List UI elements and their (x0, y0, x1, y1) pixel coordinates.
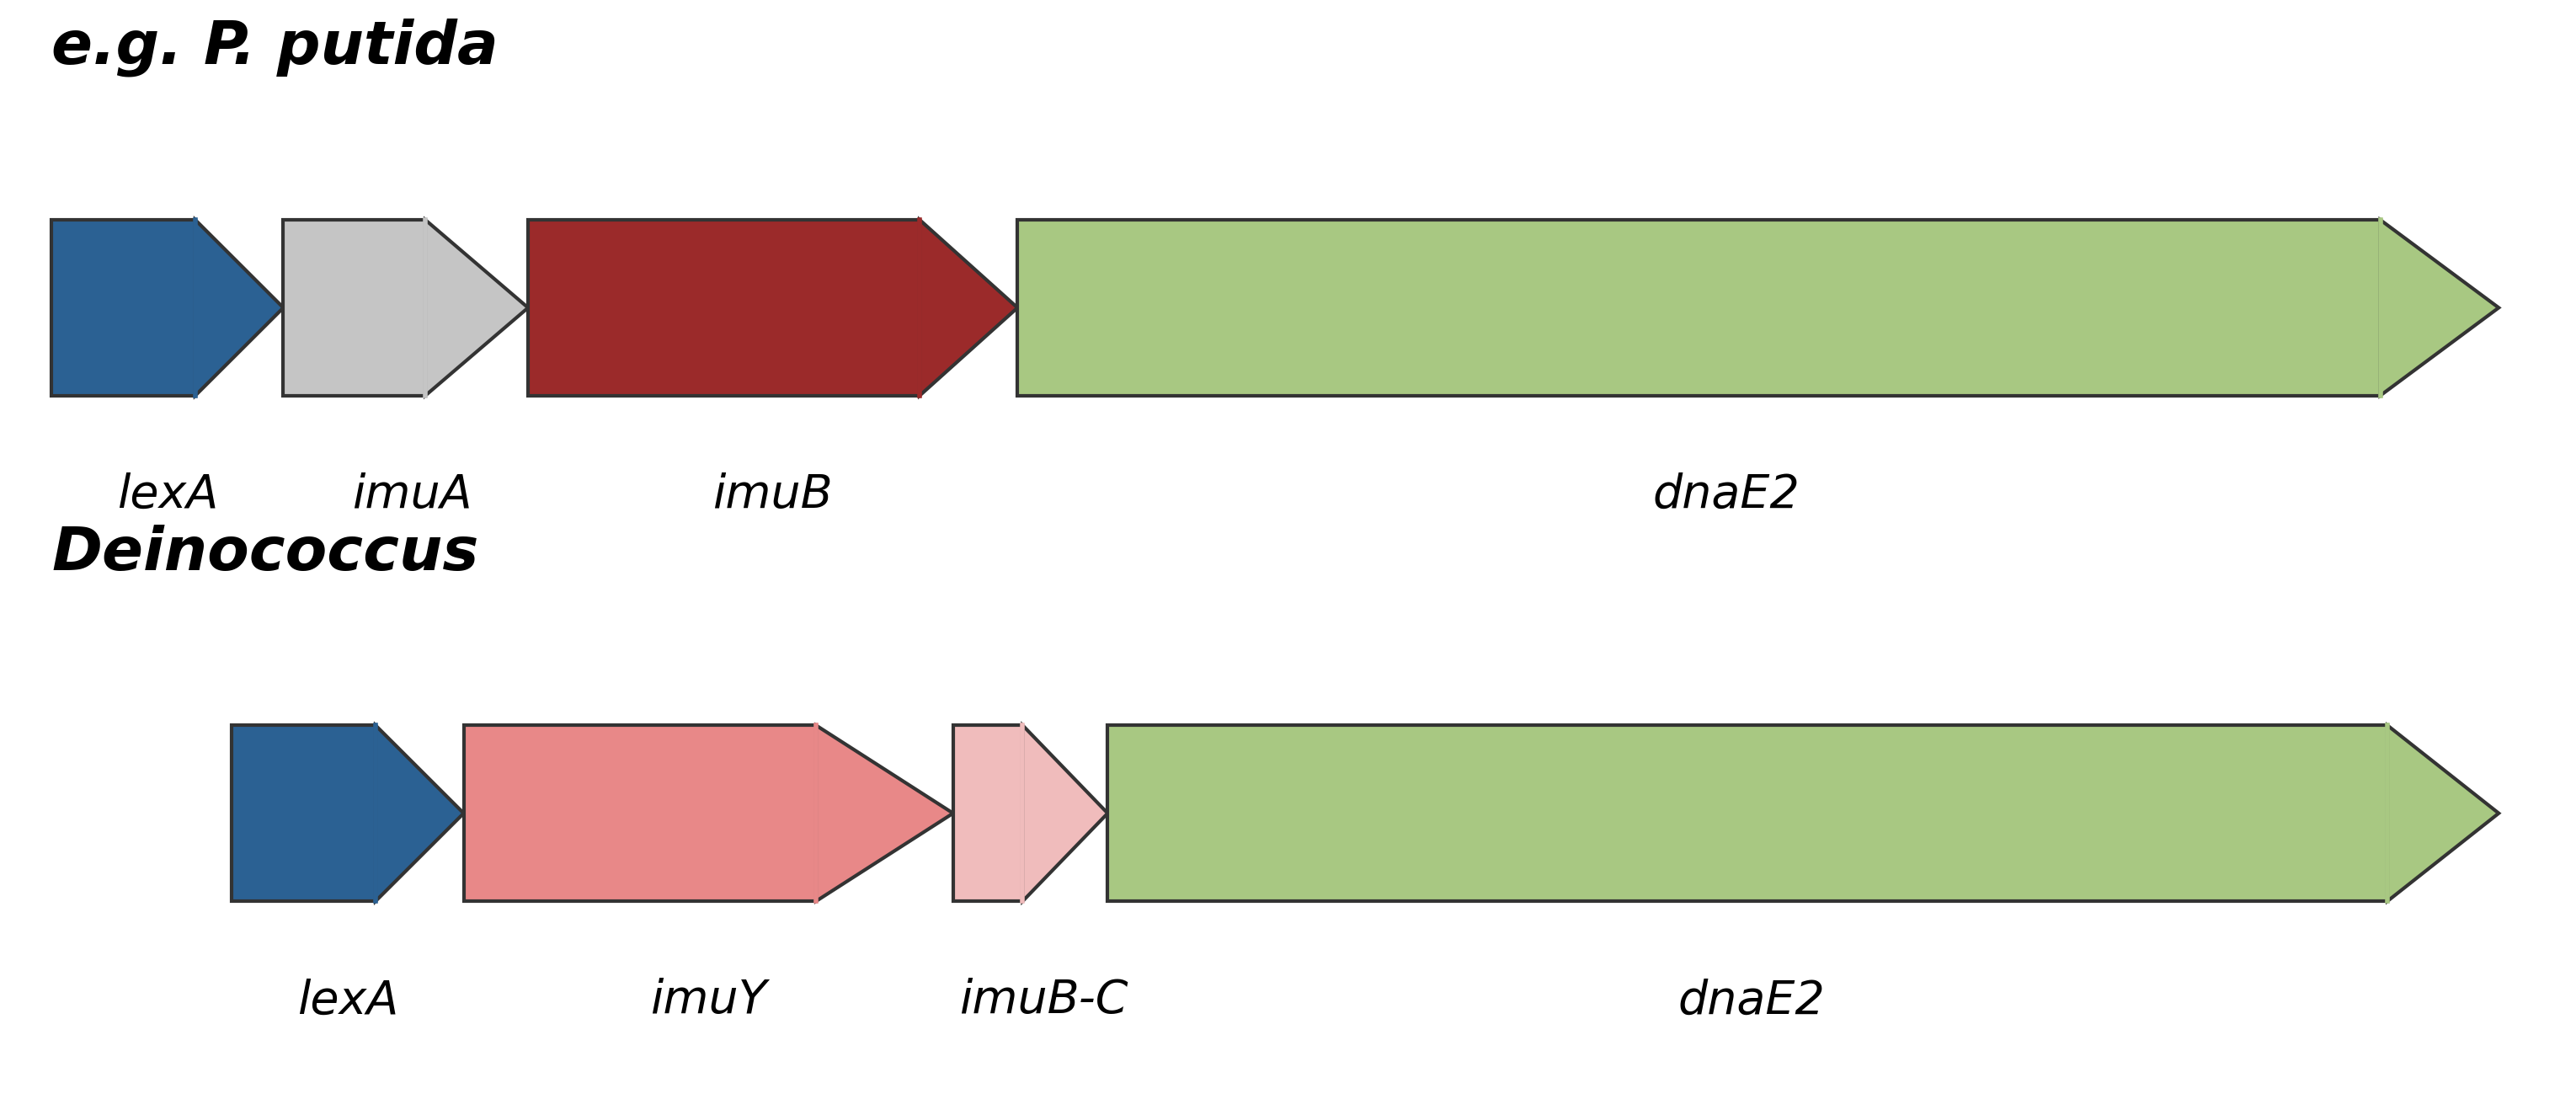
Bar (1108, 725, 2388, 901)
Polygon shape (817, 725, 953, 901)
Text: imuB: imuB (714, 473, 832, 518)
Text: Deinococcus: Deinococcus (52, 524, 479, 582)
Text: e.g. P. putida: e.g. P. putida (52, 19, 500, 77)
Bar (464, 725, 817, 901)
Bar (953, 725, 1023, 901)
Bar (232, 725, 376, 901)
Polygon shape (920, 220, 1018, 396)
Text: dnaE2: dnaE2 (1651, 473, 1801, 518)
Text: dnaE2: dnaE2 (1677, 978, 1826, 1023)
Text: imuB-C: imuB-C (958, 978, 1128, 1023)
Bar (283, 220, 425, 396)
Text: imuA: imuA (353, 473, 471, 518)
Polygon shape (1023, 725, 1108, 901)
Polygon shape (2380, 220, 2499, 396)
Polygon shape (196, 220, 283, 396)
Bar (1018, 220, 2380, 396)
Polygon shape (376, 725, 464, 901)
Polygon shape (2388, 725, 2499, 901)
Text: lexA: lexA (116, 473, 219, 518)
Text: lexA: lexA (296, 978, 399, 1023)
Text: imuY: imuY (649, 978, 768, 1023)
Bar (52, 220, 196, 396)
Bar (528, 220, 920, 396)
Polygon shape (425, 220, 528, 396)
